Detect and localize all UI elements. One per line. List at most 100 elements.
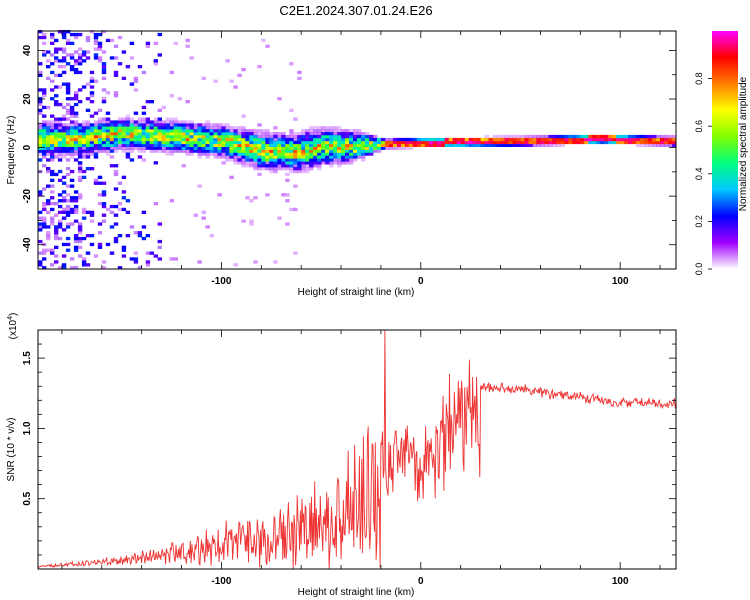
spectrogram-cell bbox=[121, 146, 127, 150]
spectrogram-cell bbox=[261, 132, 266, 136]
spectrogram-cell bbox=[173, 132, 178, 136]
y-tick-label: -40 bbox=[22, 237, 33, 252]
spectrogram-cell bbox=[353, 140, 358, 145]
spectrogram-cell bbox=[189, 143, 194, 147]
spectrogram-cell bbox=[221, 137, 226, 142]
spectrogram-cell bbox=[69, 120, 75, 124]
spectrogram-cell bbox=[632, 137, 637, 142]
spectrogram-cell bbox=[201, 140, 206, 145]
spectrogram-cell bbox=[261, 146, 266, 150]
spectrogram-cell bbox=[85, 146, 91, 150]
spectrogram-cell bbox=[492, 137, 497, 142]
spectrogram-cell bbox=[161, 129, 166, 133]
spectrogram-cell bbox=[54, 149, 59, 153]
spectrogram-cell bbox=[572, 140, 577, 145]
spectrogram-cell bbox=[137, 231, 143, 235]
spectrogram-cell bbox=[77, 239, 83, 244]
spectrogram-cell bbox=[153, 120, 158, 124]
spectrogram-cell bbox=[121, 245, 127, 249]
spectrogram-cell bbox=[241, 146, 246, 150]
spectrogram-cell bbox=[97, 59, 103, 63]
spectrogram-cell bbox=[205, 143, 210, 147]
spectrogram-cell bbox=[217, 149, 222, 153]
spectrogram-cell bbox=[221, 155, 226, 159]
spectrogram-cell bbox=[61, 123, 67, 127]
spectrogram-cell bbox=[217, 132, 222, 136]
spectrogram-cell bbox=[472, 140, 477, 145]
spectrogram-cell bbox=[205, 149, 210, 153]
spectrogram-cell bbox=[169, 146, 174, 150]
spectrogram-cell bbox=[412, 137, 418, 142]
spectrogram-cell bbox=[261, 129, 266, 133]
spectrogram-cell bbox=[237, 143, 242, 147]
spectrogram-cell bbox=[173, 134, 178, 139]
spectrogram-cell bbox=[604, 137, 609, 142]
spectrogram-cell bbox=[329, 137, 334, 142]
spectrogram-cell bbox=[436, 137, 442, 142]
spectrogram-cell bbox=[133, 126, 139, 130]
spectrogram-cell bbox=[285, 161, 290, 165]
spectrogram-cell bbox=[221, 146, 226, 150]
spectrogram-cell bbox=[297, 146, 302, 150]
spectrogram-cell bbox=[257, 137, 262, 142]
spectrogram-cell bbox=[50, 158, 55, 162]
spectrogram-cell bbox=[38, 210, 43, 214]
spectrogram-cell bbox=[145, 100, 151, 104]
spectrogram-cell bbox=[412, 143, 418, 147]
spectrogram-cell bbox=[61, 155, 67, 159]
spectrogram-cell bbox=[277, 149, 282, 153]
spectrogram-cell bbox=[125, 134, 131, 139]
spectrogram-cell bbox=[141, 117, 147, 121]
spectrogram-cell bbox=[361, 158, 366, 162]
spectrogram-cell bbox=[54, 236, 59, 241]
spectrogram-cell bbox=[293, 140, 298, 145]
spectrogram-cell bbox=[113, 44, 119, 48]
spectrogram-cell bbox=[369, 143, 374, 147]
spectrogram-cell bbox=[281, 143, 286, 147]
spectrogram-cell bbox=[61, 149, 67, 153]
spectrogram-cell bbox=[225, 59, 230, 63]
spectrogram-cell bbox=[281, 137, 286, 142]
spectrogram-cell bbox=[361, 132, 366, 136]
spectrogram-cell bbox=[145, 251, 151, 255]
spectrogram-cell bbox=[548, 134, 553, 139]
spectrogram-cell bbox=[225, 152, 230, 156]
spectrogram-cell bbox=[476, 140, 481, 145]
spectrogram-cell bbox=[281, 158, 286, 162]
spectrogram-cell bbox=[424, 143, 430, 147]
spectrogram-cell bbox=[50, 263, 55, 267]
spectrogram-cell bbox=[309, 149, 314, 153]
spectrogram-cell bbox=[89, 140, 95, 145]
spectrogram-cell bbox=[321, 126, 326, 130]
spectrogram-cell bbox=[185, 134, 190, 139]
spectrogram-cell bbox=[273, 140, 278, 145]
spectrogram-cell bbox=[281, 193, 286, 197]
spectrogram-cell bbox=[253, 152, 258, 156]
spectrogram-cell bbox=[245, 164, 250, 168]
spectrogram-cell bbox=[333, 155, 338, 159]
spectrogram-cell bbox=[77, 62, 83, 66]
spectrogram-cell bbox=[496, 140, 501, 145]
spectrogram-cell bbox=[528, 143, 533, 147]
spectrogram-cell bbox=[177, 126, 182, 130]
spectrogram-cell bbox=[50, 97, 55, 101]
spectrogram-cell bbox=[93, 134, 99, 139]
spectrogram-cell bbox=[564, 140, 569, 145]
spectrogram-cell bbox=[65, 91, 71, 95]
spectrogram-cell bbox=[61, 32, 67, 37]
spectrogram-cell bbox=[285, 155, 290, 159]
spectrogram-cell bbox=[289, 132, 294, 136]
spectrogram-cell bbox=[145, 41, 151, 45]
spectrogram-cell bbox=[81, 169, 87, 174]
spectrogram-cell bbox=[149, 132, 154, 136]
spectrogram-cell bbox=[89, 167, 95, 171]
spectrogram-cell bbox=[117, 120, 123, 124]
spectrogram-cell bbox=[464, 143, 470, 147]
spectrogram-cell bbox=[65, 213, 71, 217]
spectrogram-cell bbox=[97, 41, 103, 45]
spectrogram-cell bbox=[652, 134, 657, 139]
spectrogram-cell bbox=[46, 140, 51, 145]
spectrogram-cell bbox=[285, 149, 290, 153]
spectrogram-cell bbox=[476, 143, 481, 147]
spectrogram-cell bbox=[93, 181, 99, 185]
